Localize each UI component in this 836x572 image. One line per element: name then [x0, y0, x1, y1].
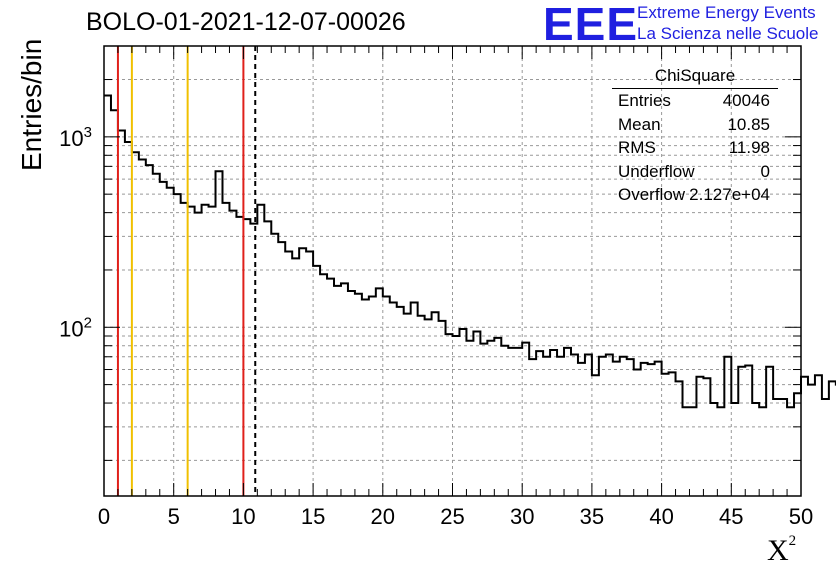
- y-axis-label: Entries/bin: [16, 38, 47, 171]
- stats-key: Overflow: [618, 185, 686, 204]
- x-tick-label: 40: [649, 504, 673, 529]
- logo-line-1: Extreme Energy Events: [637, 3, 816, 22]
- chart-title: BOLO-01-2021-12-07-00026: [86, 8, 406, 36]
- stats-key: Entries: [618, 91, 671, 110]
- y-tick-label: 102: [59, 314, 92, 341]
- x-tick-label: 15: [301, 504, 325, 529]
- stats-key: Mean: [618, 114, 661, 134]
- x-tick-label: 0: [98, 504, 110, 529]
- stats-row-mean: Mean 10.85: [612, 113, 778, 137]
- logo-mark: EEE: [543, 0, 639, 50]
- x-tick-label: 50: [789, 504, 813, 529]
- stats-row-rms: RMS 11.98: [612, 136, 778, 160]
- x-tick-label: 45: [719, 504, 743, 529]
- x-tick-label: 30: [510, 504, 534, 529]
- stats-box-title: ChiSquare: [612, 66, 778, 89]
- stats-row-overflow: Overflow 2.127e+04: [612, 183, 778, 207]
- x-tick-label: 5: [168, 504, 180, 529]
- x-axis-label-base: X: [767, 534, 789, 567]
- histogram-steps: [104, 94, 836, 409]
- x-tick-label: 10: [231, 504, 255, 529]
- stats-key: RMS: [618, 138, 656, 157]
- stats-key: Underflow: [618, 161, 695, 181]
- stats-value: 2.127e+04: [689, 185, 770, 204]
- stats-value: 40046: [722, 91, 770, 110]
- stats-value: 10.85: [727, 114, 770, 134]
- stats-row-underflow: Underflow 0: [612, 160, 778, 184]
- stats-row-entries: Entries 40046: [612, 89, 778, 113]
- x-tick-label: 25: [440, 504, 464, 529]
- x-tick-label: 20: [371, 504, 395, 529]
- x-axis-label: X2: [767, 533, 797, 568]
- stats-box: ChiSquare Entries 40046 Mean 10.85 RMS 1…: [612, 66, 778, 207]
- x-tick-label: 35: [580, 504, 604, 529]
- stats-value: 0: [760, 161, 770, 181]
- logo-line-2: La Scienza nelle Scuole: [637, 24, 819, 43]
- stats-value: 11.98: [728, 138, 770, 157]
- x-axis-label-exponent: 2: [788, 533, 797, 549]
- y-tick-label: 103: [59, 124, 92, 151]
